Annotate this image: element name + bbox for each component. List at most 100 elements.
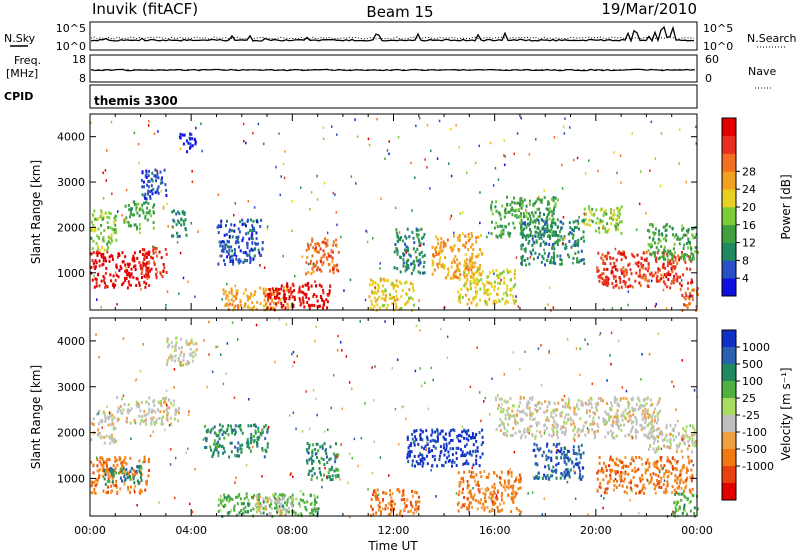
scatter-cell bbox=[106, 215, 109, 219]
scatter-cell bbox=[507, 486, 510, 490]
scatter-cell bbox=[146, 412, 149, 416]
scatter-cell bbox=[272, 493, 275, 497]
scatter-cell bbox=[423, 253, 426, 257]
scatter-cell bbox=[613, 265, 616, 269]
scatter-cell bbox=[656, 434, 659, 438]
scatter-cell bbox=[109, 226, 112, 230]
nave-dot bbox=[511, 68, 513, 71]
scatter-cell bbox=[104, 211, 107, 215]
scatter-cell bbox=[574, 244, 577, 248]
scatter-cell bbox=[435, 253, 438, 257]
scatter-cell bbox=[557, 238, 559, 242]
scatter-cell bbox=[454, 270, 457, 274]
scatter-cell bbox=[375, 497, 378, 501]
scatter-cell bbox=[337, 468, 340, 472]
scatter-cell bbox=[185, 362, 188, 366]
scatter-cell bbox=[541, 476, 544, 480]
scatter-cell bbox=[641, 473, 643, 477]
scatter-cell bbox=[307, 271, 310, 274]
scatter-cell bbox=[386, 303, 389, 307]
scatter-cell bbox=[411, 464, 414, 468]
scatter-cell bbox=[127, 411, 130, 415]
scatter-cell bbox=[484, 496, 486, 500]
scatter-cell bbox=[662, 262, 665, 266]
scatter-cell bbox=[308, 469, 311, 473]
scatter-cell bbox=[148, 410, 151, 414]
scatter-cell bbox=[408, 296, 410, 300]
scatter-cell bbox=[582, 230, 585, 234]
scatter-cell bbox=[642, 426, 645, 430]
scatter-cell bbox=[325, 298, 328, 302]
scatter-cell bbox=[230, 428, 233, 432]
scatter-cell bbox=[230, 289, 233, 293]
scatter-cell bbox=[572, 465, 575, 469]
scatter-cell bbox=[668, 225, 671, 229]
scatter-cell bbox=[552, 252, 555, 256]
scatter-cell bbox=[225, 224, 227, 227]
scatter-cell bbox=[600, 397, 602, 401]
scatter-cell bbox=[688, 241, 691, 244]
scatter-cell bbox=[553, 206, 556, 210]
scatter-cell bbox=[246, 294, 249, 298]
colorbar-swatch bbox=[722, 153, 736, 172]
scatter-cell bbox=[420, 445, 423, 449]
scatter-cell bbox=[557, 225, 560, 229]
scatter-cell bbox=[664, 487, 667, 491]
noise-right-label: N.Search bbox=[747, 32, 797, 45]
scatter-cell bbox=[536, 409, 538, 413]
scatter-cell bbox=[261, 448, 264, 452]
scatter-cell bbox=[617, 223, 620, 227]
scatter-cell bbox=[462, 487, 464, 491]
scatter-cell bbox=[316, 442, 319, 446]
nave-dot bbox=[445, 68, 447, 71]
scatter-cell bbox=[115, 273, 118, 277]
scatter-cell bbox=[288, 295, 291, 299]
scatter-cell bbox=[221, 433, 224, 437]
scatter-cell bbox=[111, 254, 114, 258]
scatter-cell bbox=[456, 258, 459, 262]
nave-dot bbox=[121, 68, 123, 71]
scatter-cell bbox=[573, 158, 575, 162]
scatter-cell bbox=[658, 480, 661, 484]
scatter-cell bbox=[275, 165, 277, 169]
scatter-cell bbox=[418, 258, 421, 262]
scatter-cell bbox=[107, 240, 110, 244]
scatter-cell bbox=[462, 480, 465, 484]
scatter-cell bbox=[280, 301, 283, 305]
scatter-cell bbox=[554, 196, 557, 200]
scatter-cell bbox=[601, 277, 604, 281]
scatter-cell bbox=[464, 259, 467, 263]
scatter-cell bbox=[153, 260, 155, 264]
scatter-cell bbox=[521, 418, 524, 421]
scatter-cell bbox=[376, 298, 379, 302]
scatter-cell bbox=[220, 225, 223, 229]
scatter-cell bbox=[179, 360, 182, 364]
scatter-cell bbox=[520, 116, 522, 120]
scatter-cell bbox=[236, 495, 239, 499]
scatter-cell bbox=[402, 264, 405, 268]
scatter-cell bbox=[550, 261, 553, 265]
scatter-cell bbox=[252, 507, 255, 511]
scatter-cell bbox=[602, 261, 605, 265]
scatter-cell bbox=[112, 464, 115, 468]
scatter-cell bbox=[551, 423, 554, 427]
scatter-cell bbox=[548, 217, 551, 221]
scatter-cell bbox=[691, 288, 694, 292]
scatter-cell bbox=[321, 444, 324, 448]
scatter-cell bbox=[150, 189, 153, 193]
scatter-cell bbox=[262, 304, 265, 308]
scatter-cell bbox=[332, 240, 335, 244]
scatter-cell bbox=[488, 496, 491, 500]
scatter-cell bbox=[650, 279, 653, 283]
scatter-cell bbox=[643, 273, 645, 277]
scatter-cell bbox=[646, 412, 649, 416]
scatter-cell bbox=[511, 206, 514, 210]
scatter-cell bbox=[564, 472, 567, 476]
scatter-cell bbox=[461, 491, 464, 495]
scatter-cell bbox=[94, 228, 97, 232]
scatter-cell bbox=[265, 507, 268, 511]
scatter-cell bbox=[113, 216, 116, 220]
scatter-cell bbox=[478, 266, 481, 270]
scatter-cell bbox=[445, 444, 448, 448]
scatter-cell bbox=[607, 282, 610, 286]
